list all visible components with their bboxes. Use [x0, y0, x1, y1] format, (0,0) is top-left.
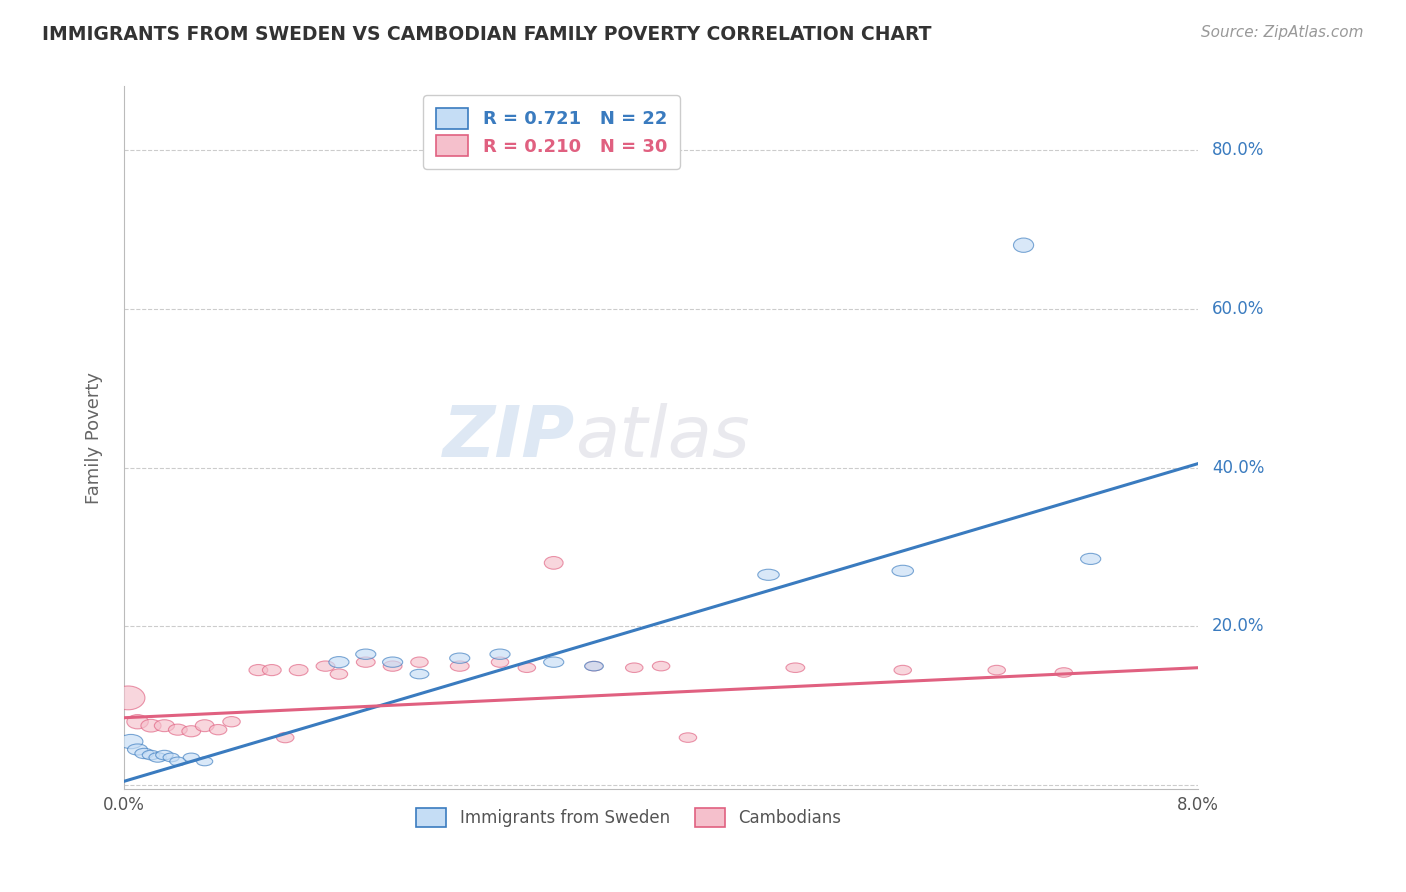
Y-axis label: Family Poverty: Family Poverty	[86, 372, 103, 504]
Ellipse shape	[356, 657, 375, 667]
Ellipse shape	[1081, 553, 1101, 565]
Ellipse shape	[786, 663, 804, 673]
Ellipse shape	[197, 757, 212, 766]
Ellipse shape	[356, 649, 375, 659]
Ellipse shape	[519, 663, 536, 673]
Ellipse shape	[183, 753, 200, 762]
Text: 20.0%: 20.0%	[1212, 617, 1264, 635]
Ellipse shape	[585, 661, 603, 671]
Ellipse shape	[411, 657, 429, 667]
Ellipse shape	[156, 750, 173, 760]
Ellipse shape	[894, 665, 911, 675]
Text: 40.0%: 40.0%	[1212, 458, 1264, 476]
Ellipse shape	[163, 753, 179, 762]
Ellipse shape	[111, 686, 145, 710]
Ellipse shape	[652, 661, 669, 671]
Ellipse shape	[626, 663, 643, 673]
Ellipse shape	[491, 657, 509, 667]
Ellipse shape	[181, 726, 201, 737]
Ellipse shape	[758, 569, 779, 581]
Ellipse shape	[544, 557, 564, 569]
Text: 60.0%: 60.0%	[1212, 300, 1264, 318]
Ellipse shape	[128, 744, 148, 755]
Ellipse shape	[222, 716, 240, 727]
Text: IMMIGRANTS FROM SWEDEN VS CAMBODIAN FAMILY POVERTY CORRELATION CHART: IMMIGRANTS FROM SWEDEN VS CAMBODIAN FAMI…	[42, 25, 932, 44]
Ellipse shape	[450, 661, 470, 672]
Ellipse shape	[263, 665, 281, 675]
Ellipse shape	[382, 657, 402, 667]
Ellipse shape	[169, 724, 187, 735]
Ellipse shape	[209, 724, 226, 735]
Ellipse shape	[149, 753, 166, 763]
Legend: Immigrants from Sweden, Cambodians: Immigrants from Sweden, Cambodians	[409, 801, 848, 834]
Text: atlas: atlas	[575, 403, 749, 472]
Ellipse shape	[384, 661, 402, 672]
Ellipse shape	[155, 720, 174, 731]
Ellipse shape	[170, 757, 186, 766]
Ellipse shape	[141, 719, 162, 732]
Ellipse shape	[988, 665, 1005, 675]
Text: ZIP: ZIP	[443, 403, 575, 472]
Ellipse shape	[411, 669, 429, 679]
Ellipse shape	[249, 665, 267, 675]
Text: Source: ZipAtlas.com: Source: ZipAtlas.com	[1201, 25, 1364, 40]
Ellipse shape	[450, 653, 470, 664]
Ellipse shape	[891, 566, 914, 576]
Ellipse shape	[290, 665, 308, 675]
Ellipse shape	[585, 661, 603, 671]
Ellipse shape	[316, 661, 335, 672]
Ellipse shape	[277, 732, 294, 743]
Ellipse shape	[1054, 668, 1073, 677]
Ellipse shape	[195, 720, 214, 731]
Ellipse shape	[489, 649, 510, 659]
Ellipse shape	[544, 657, 564, 667]
Ellipse shape	[142, 750, 160, 760]
Ellipse shape	[135, 748, 153, 758]
Ellipse shape	[679, 733, 697, 742]
Ellipse shape	[329, 657, 349, 668]
Ellipse shape	[330, 669, 347, 679]
Ellipse shape	[127, 714, 148, 729]
Ellipse shape	[1014, 238, 1033, 252]
Text: 80.0%: 80.0%	[1212, 141, 1264, 159]
Ellipse shape	[118, 734, 143, 748]
